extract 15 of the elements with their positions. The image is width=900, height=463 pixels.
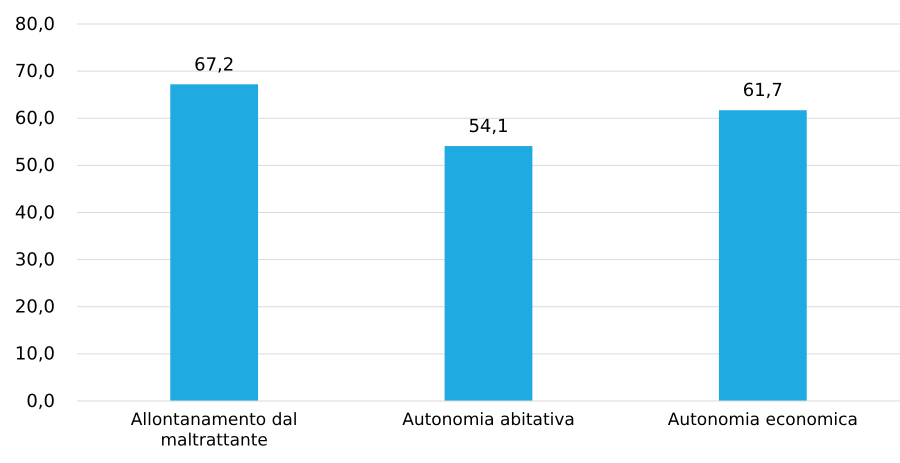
y-tick-label: 30,0 [14, 249, 55, 270]
y-tick-label: 60,0 [14, 108, 55, 130]
y-tick-label: 70,0 [14, 60, 55, 82]
x-tick-label: Autonomia economica [668, 410, 858, 430]
y-tick-label: 20,0 [14, 296, 55, 318]
y-tick-label: 50,0 [14, 155, 55, 176]
x-tick-label: Autonomia abitativa [402, 410, 575, 430]
y-tick-label: 80,0 [14, 14, 55, 35]
y-tick-label: 0,0 [26, 390, 55, 412]
data-label: 67,2 [194, 54, 234, 76]
y-tick-label: 40,0 [14, 202, 55, 224]
y-tick-label: 10,0 [14, 344, 55, 365]
data-label: 54,1 [468, 116, 509, 138]
data-label: 61,7 [742, 80, 783, 102]
x-tick-label: Allontanamento dal maltrattante [130, 410, 298, 450]
